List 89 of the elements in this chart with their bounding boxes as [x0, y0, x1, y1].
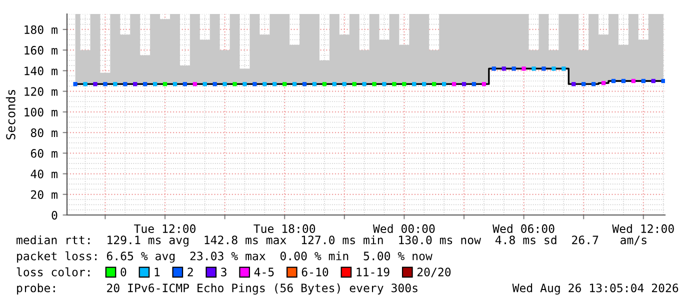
point — [502, 66, 506, 71]
point — [182, 82, 188, 86]
y-tick-label: 60 m — [30, 149, 58, 158]
text: probe: 20 IPv6-ICMP Echo Pings (56 Bytes) every 300s — [17, 283, 418, 295]
y-tick-label: 20 m — [31, 190, 58, 199]
point — [192, 82, 197, 86]
point — [133, 82, 138, 86]
y-tick-label: 120 m — [24, 87, 58, 96]
point — [262, 82, 267, 86]
point — [152, 82, 158, 86]
point — [302, 82, 307, 86]
point — [542, 66, 546, 71]
point — [422, 82, 426, 86]
point — [641, 78, 646, 84]
point — [212, 82, 217, 86]
point — [572, 82, 576, 86]
point — [452, 82, 456, 86]
point — [342, 82, 346, 86]
y-axis-title: Seconds — [6, 90, 16, 140]
point — [532, 66, 536, 71]
legend-label: 2 — [188, 268, 193, 276]
point — [123, 82, 128, 86]
point — [442, 82, 446, 86]
point — [202, 82, 207, 86]
y-tick-label: 40 m — [30, 170, 58, 178]
point — [621, 78, 626, 84]
point — [83, 82, 88, 86]
point — [432, 82, 436, 86]
point — [631, 78, 636, 84]
y-tick-label: 80 m — [30, 128, 58, 138]
y-tick-label: 100 m — [24, 108, 58, 116]
point — [462, 82, 466, 86]
point — [232, 82, 237, 86]
legend-label: 6-10 — [302, 268, 328, 276]
text: packet loss: 6.65 % avg 23.03 % max 0.00 % min 5.00 % now — [17, 251, 432, 263]
legend-title: loss color: — [16, 267, 90, 276]
point — [322, 82, 327, 86]
point — [222, 82, 227, 86]
point — [552, 66, 556, 71]
y-tick-label: 0 — [52, 210, 58, 220]
legend-label: 4-5 — [254, 268, 274, 276]
point — [252, 82, 257, 86]
point — [582, 82, 586, 86]
point — [282, 82, 287, 86]
x-tick-label: Wed 06:00 — [492, 224, 554, 234]
point — [272, 82, 277, 86]
point — [492, 66, 496, 71]
point — [312, 82, 317, 86]
point — [332, 82, 337, 86]
point — [73, 82, 78, 86]
point — [512, 66, 516, 71]
point — [242, 82, 247, 86]
point — [611, 78, 616, 84]
point — [292, 82, 297, 86]
y-tick-label: 160 m — [24, 46, 58, 55]
point — [412, 82, 416, 86]
legend-label: 20/20 — [417, 268, 451, 278]
legend-label: 3 — [221, 268, 226, 276]
point — [352, 82, 356, 86]
point — [93, 82, 98, 86]
point — [651, 78, 656, 84]
point — [392, 82, 396, 86]
point — [472, 82, 476, 86]
point — [482, 82, 486, 86]
point — [162, 82, 168, 86]
legend-label: 11-19 — [356, 268, 390, 276]
point — [601, 80, 606, 86]
point — [172, 82, 178, 86]
legend-label: 1 — [154, 268, 160, 276]
x-tick-label: Wed 00:00 — [372, 224, 435, 234]
point — [362, 82, 366, 86]
x-tick-label: Tue 12:00 — [134, 224, 196, 234]
x-tick-label: Tue 18:00 — [254, 224, 316, 234]
x-tick-label: Wed 12:00 — [612, 224, 674, 234]
point — [402, 82, 406, 86]
point — [661, 78, 665, 84]
point — [113, 82, 118, 86]
y-tick-label: 140 m — [24, 66, 58, 76]
point — [142, 82, 148, 86]
point — [372, 82, 376, 86]
point — [562, 66, 566, 71]
point — [103, 82, 108, 86]
text: Wed Aug 26 13:05:04 2026 — [512, 283, 678, 295]
point — [591, 82, 596, 86]
point — [522, 66, 526, 71]
point — [382, 82, 386, 86]
legend-label: 0 — [120, 268, 126, 276]
text: median rtt: 129.1 ms avg 142.8 ms max 127.0 ms min 130.0 ms now 4.8 ms sd 26.7 am/s — [16, 235, 646, 247]
y-tick-label: 180 m — [24, 25, 58, 34]
